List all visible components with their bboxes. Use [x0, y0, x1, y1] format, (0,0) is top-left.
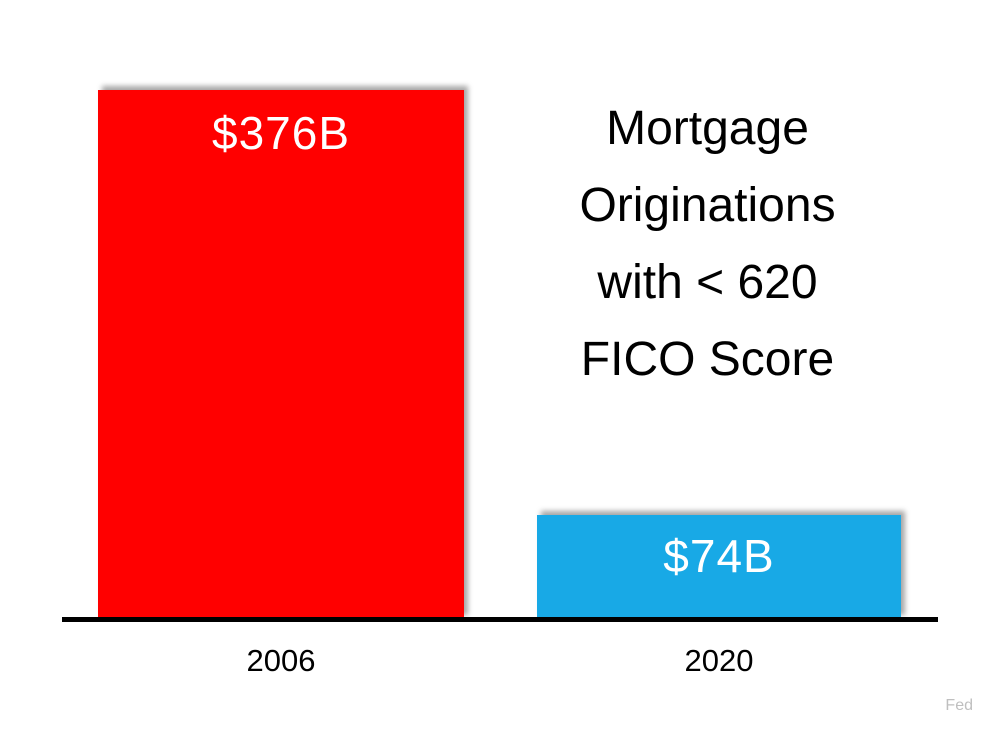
bar-2020-value-label: $74B — [663, 530, 775, 582]
chart-title-line-3: with < 620 — [597, 256, 818, 309]
x-axis-line — [62, 617, 938, 622]
bar-2006: $376B — [98, 90, 464, 619]
chart-title-line-4: FICO Score — [580, 333, 835, 386]
chart-title-line-2: Originations — [579, 179, 836, 232]
bar-2006-value-label: $376B — [211, 107, 350, 159]
source-note: Fed — [945, 697, 973, 714]
category-label-2006: 2006 — [246, 643, 316, 678]
category-label-2020: 2020 — [684, 643, 754, 678]
chart-title-line-1: Mortgage — [606, 102, 809, 155]
chart-title: Mortgage Originations with < 620 FICO Sc… — [500, 90, 915, 398]
bar-2020: $74B — [537, 515, 901, 619]
